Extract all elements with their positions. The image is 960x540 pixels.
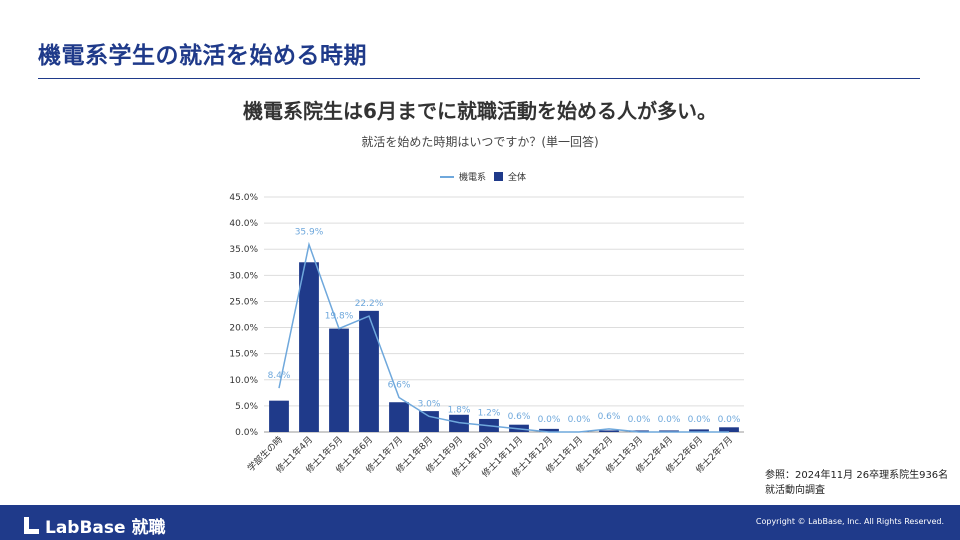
bar xyxy=(389,402,409,432)
bar xyxy=(719,427,739,432)
source-note: 参照：2024年11月 26卒理系院生936名 就活動向調査 xyxy=(765,469,948,498)
data-label: 0.0% xyxy=(688,415,711,425)
y-tick-label: 25.0% xyxy=(229,297,258,307)
series-line xyxy=(278,241,729,433)
y-tick-label: 30.0% xyxy=(229,271,258,281)
y-tick-label: 45.0% xyxy=(229,193,258,203)
bar xyxy=(359,310,379,432)
chart-title: 就活を始めた時期はいつですか？(単一回答) xyxy=(361,135,599,149)
data-label: 0.0% xyxy=(718,415,741,425)
title-divider xyxy=(38,78,920,79)
legend-line-swatch xyxy=(440,175,454,178)
copyright-text: Copyright © LabBase, Inc. All Rights Res… xyxy=(755,517,944,526)
data-label: 8.4% xyxy=(268,371,291,381)
source-note-line-1: 参照：2024年11月 26卒理系院生936名 xyxy=(765,470,949,481)
legend-item-bar: 全体 xyxy=(494,170,526,183)
chart-legend: 機電系 全体 xyxy=(440,170,526,183)
data-label: 1.2% xyxy=(478,409,501,419)
labbase-logo-icon xyxy=(24,517,39,534)
footer-bar: LabBase 就職 Copyright © LabBase, Inc. All… xyxy=(0,505,960,540)
legend-label-bar: 全体 xyxy=(508,173,527,183)
data-label: 35.9% xyxy=(295,228,324,238)
data-label: 0.0% xyxy=(628,415,651,425)
bar xyxy=(539,428,559,432)
slide-title: 機電系学生の就活を始める時期 xyxy=(38,43,367,69)
bar xyxy=(599,430,619,432)
data-label: 0.6% xyxy=(598,412,621,422)
y-tick-label: 35.0% xyxy=(229,245,258,255)
bar xyxy=(629,430,649,432)
bar xyxy=(269,400,289,432)
source-note-line-2: 就活動向調査 xyxy=(765,484,825,496)
data-label: 0.0% xyxy=(658,415,681,425)
bar-line-chart: 0.0% 5.0% 10.0% 15.0% 20.0% 25.0% 30.0% 35.0% 40… xyxy=(229,193,744,480)
logo-text: LabBase 就職 xyxy=(45,518,166,538)
data-label: 3.0% xyxy=(418,399,441,409)
data-label: 22.2% xyxy=(355,299,384,309)
bar xyxy=(449,414,469,432)
y-tick-label: 15.0% xyxy=(229,350,258,360)
data-label: 0.0% xyxy=(538,415,561,425)
y-tick-label: 0.0% xyxy=(235,428,258,438)
bar xyxy=(299,262,319,432)
bar xyxy=(659,430,679,432)
data-label: 0.0% xyxy=(568,415,591,425)
legend-bar-swatch xyxy=(494,172,504,181)
y-tick-label: 5.0% xyxy=(235,402,258,412)
legend-label-line: 機電系 xyxy=(459,173,487,183)
labbase-logo: LabBase 就職 xyxy=(24,513,165,538)
data-label: 1.8% xyxy=(448,406,471,416)
bar xyxy=(419,411,439,432)
headline: 機電系院生は6月までに就職活動を始める人が多い。 xyxy=(243,99,717,123)
y-tick-label: 40.0% xyxy=(229,219,258,229)
bar xyxy=(689,429,709,432)
bar xyxy=(329,328,349,432)
data-label: 0.6% xyxy=(508,412,531,422)
y-tick-label: 10.0% xyxy=(229,376,258,386)
legend-item-line: 機電系 xyxy=(440,170,486,183)
data-label: 19.8% xyxy=(325,312,354,322)
y-tick-label: 20.0% xyxy=(229,324,258,334)
data-label: 6.6% xyxy=(388,381,411,391)
